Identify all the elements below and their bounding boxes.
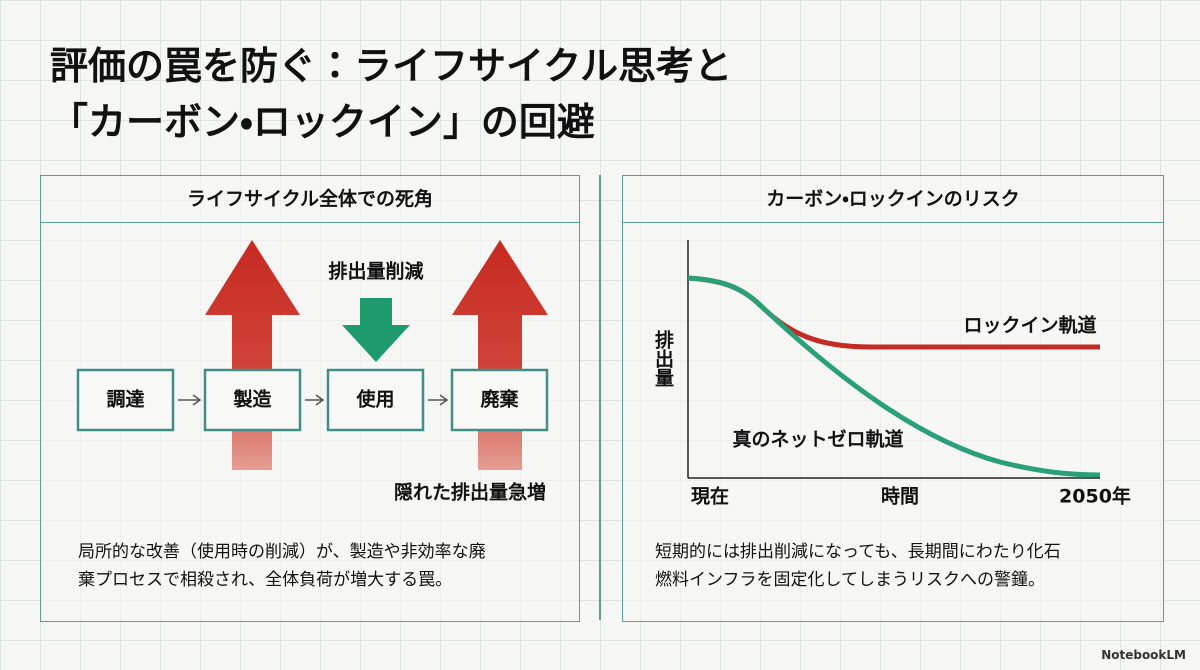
brand: NotebookLM	[1101, 648, 1186, 662]
stage-box	[76, 368, 175, 432]
y-axis-label: 排出量	[652, 330, 674, 387]
stage-box	[203, 368, 302, 432]
flow-arrow	[428, 394, 449, 406]
stage-box	[450, 368, 549, 432]
caption-line: 燃料インフラを固定化してしまうリスクへの警鐘。	[655, 570, 1045, 590]
stages: 調達 製造 使用 廃棄	[76, 368, 549, 432]
lockin-label: ロックイン軌道	[963, 314, 1096, 337]
caption: 局所的な改善（使用時の削減）が、製造や非効率な廃 棄プロセスで相殺され、全体負荷が…	[78, 538, 486, 594]
divider	[599, 175, 601, 620]
title: 評価の罠を防ぐ：ライフサイクル思考と 「カーボン・ロックイン」の回避	[50, 38, 732, 150]
netzero-curve	[687, 275, 1101, 478]
increase-arrow	[452, 240, 548, 470]
title-line: 評価の罠を防ぐ：ライフサイクル思考と	[50, 44, 733, 88]
panel-heading: カーボン・ロックインのリスク	[623, 176, 1163, 223]
stage-label: 調達	[106, 388, 144, 411]
flow-arrow	[178, 394, 202, 406]
panel-heading: ライフサイクル全体での死角	[41, 176, 579, 223]
stage-label: 廃棄	[480, 388, 519, 411]
caption-line: 棄プロセスで相殺され、全体負荷が増大する罠。	[78, 570, 453, 590]
flow-arrow	[305, 394, 325, 406]
title-line: 「カーボン・ロックイン」の回避	[50, 100, 595, 144]
caption-line: 短期的には排出削減になっても、長期間にわたり化石	[655, 542, 1061, 562]
stage-box	[326, 368, 425, 432]
stage-label: 使用	[355, 389, 394, 411]
reduction-arrow	[342, 298, 410, 362]
right-panel: カーボン・ロックインのリスク	[622, 175, 1164, 622]
lockin-curve	[687, 275, 1100, 350]
reduction-label: 排出量削減	[328, 260, 423, 283]
caption-line: 局所的な改善（使用時の削減）が、製造や非効率な廃	[78, 542, 486, 562]
netzero-label: 真のネットゼロ軌道	[732, 428, 903, 451]
increase-arrow	[205, 240, 300, 470]
hidden-label: 隠れた排出量急増	[394, 481, 546, 504]
stage-label: 製造	[232, 388, 271, 411]
x-label: 時間	[881, 486, 919, 508]
caption: 短期的には排出削減になっても、長期間にわたり化石 燃料インフラを固定化してしまうリ…	[655, 538, 1061, 594]
x-label: 現在	[691, 485, 729, 508]
x-label: 2050年	[1059, 485, 1131, 508]
